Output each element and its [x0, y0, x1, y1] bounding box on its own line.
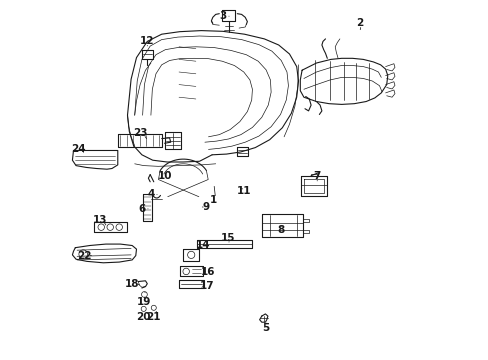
Text: 12: 12: [139, 36, 154, 46]
Text: 17: 17: [199, 281, 214, 291]
Text: 11: 11: [237, 186, 251, 196]
Text: 1: 1: [210, 195, 217, 205]
Text: 5: 5: [262, 323, 269, 333]
Text: 6: 6: [138, 204, 145, 214]
Text: 7: 7: [312, 171, 320, 181]
Text: 3: 3: [219, 11, 226, 21]
Text: 16: 16: [200, 267, 215, 277]
Text: 8: 8: [276, 225, 284, 235]
Text: 23: 23: [133, 128, 148, 138]
Text: 22: 22: [77, 251, 91, 261]
Text: 4: 4: [147, 189, 154, 199]
Text: 21: 21: [146, 312, 161, 322]
Text: 10: 10: [158, 171, 172, 181]
Text: 15: 15: [221, 233, 235, 243]
Text: 2: 2: [355, 18, 363, 28]
Text: 18: 18: [124, 279, 139, 289]
Text: 13: 13: [93, 215, 107, 225]
Text: 14: 14: [195, 240, 210, 250]
Text: 19: 19: [137, 297, 151, 307]
Text: 24: 24: [71, 144, 86, 154]
Text: 9: 9: [202, 202, 209, 212]
Text: 20: 20: [136, 312, 150, 322]
